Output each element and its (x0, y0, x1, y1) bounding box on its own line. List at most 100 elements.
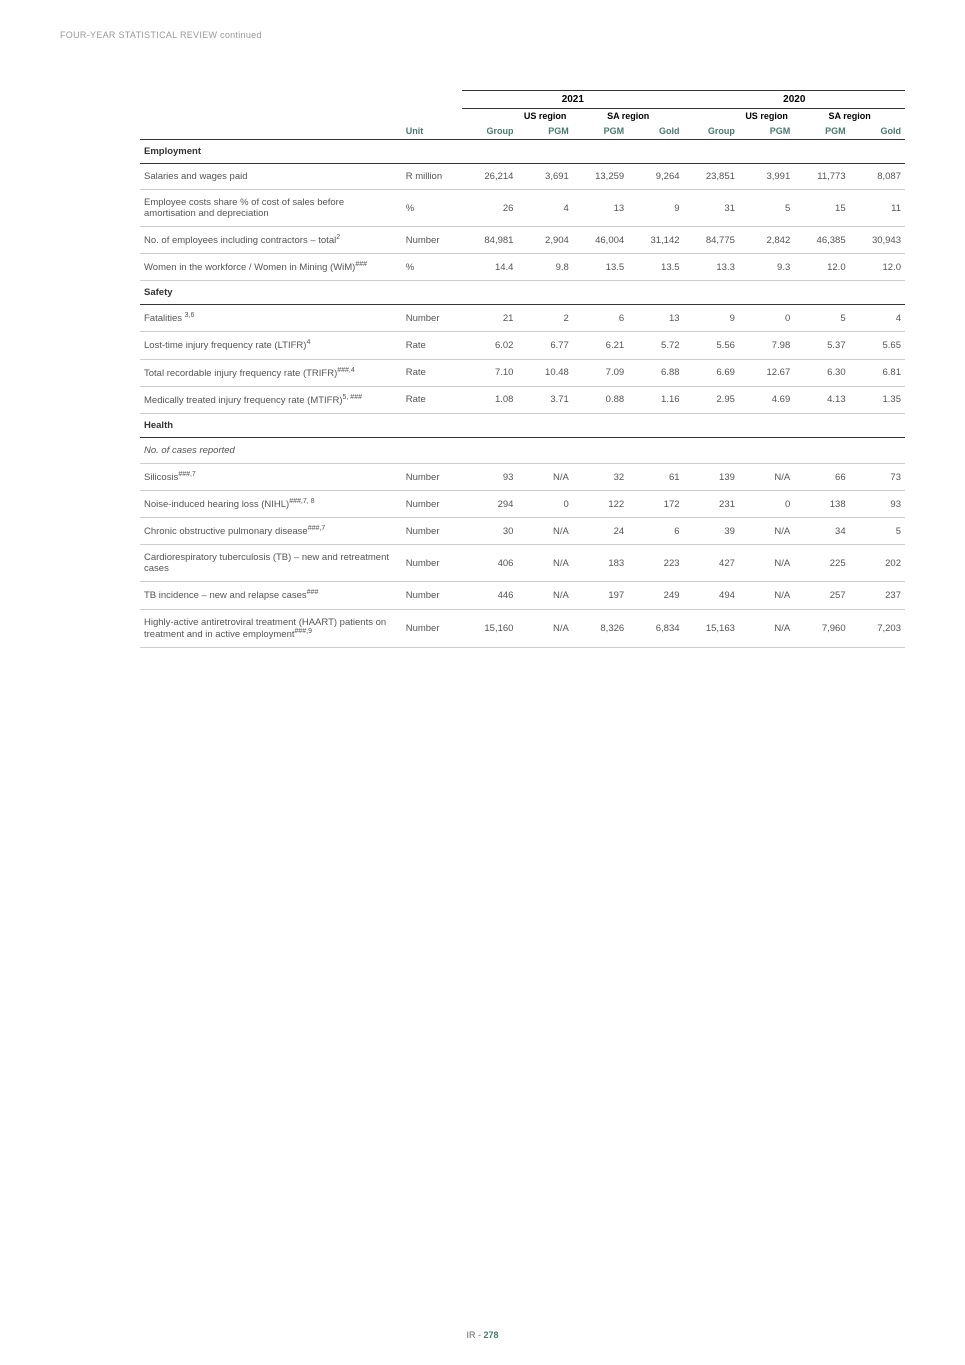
data-cell: 7.10 (462, 359, 517, 386)
data-cell: 21 (462, 305, 517, 332)
data-cell: 6.88 (628, 359, 683, 386)
table-row: Highly-active antiretroviral treatment (… (140, 609, 905, 647)
year-2020-header: 2020 (684, 91, 905, 109)
data-cell: 34 (794, 518, 849, 545)
data-cell: 0.88 (573, 386, 628, 413)
footer-prefix: IR - (466, 1330, 483, 1340)
data-cell: N/A (517, 463, 572, 490)
table-row: No. of employees including contractors –… (140, 227, 905, 254)
year-2021-header: 2021 (462, 91, 683, 109)
data-cell: 11,773 (794, 164, 849, 190)
data-cell: 6.21 (573, 332, 628, 359)
data-cell: 14.4 (462, 254, 517, 281)
table-row: Noise-induced hearing loss (NIHL)###,7, … (140, 491, 905, 518)
data-cell: 3,691 (517, 164, 572, 190)
data-cell: 4.13 (794, 386, 849, 413)
pgm-header-2020: PGM (739, 123, 794, 140)
data-cell: 93 (462, 463, 517, 490)
data-cell (850, 437, 905, 463)
superscript: ###,7 (308, 525, 326, 532)
data-cell: 223 (628, 545, 683, 582)
table-row: No. of cases reported (140, 437, 905, 463)
data-cell: 24 (573, 518, 628, 545)
year-header-row: 2021 2020 (140, 91, 905, 109)
data-cell: 225 (794, 545, 849, 582)
superscript: ###,7 (178, 471, 196, 478)
data-cell: 9.8 (517, 254, 572, 281)
data-cell: 183 (573, 545, 628, 582)
row-unit: Rate (402, 359, 462, 386)
data-cell: 406 (462, 545, 517, 582)
data-cell: 5.72 (628, 332, 683, 359)
data-cell: 9 (628, 190, 683, 227)
data-cell (517, 437, 572, 463)
data-cell: 6,834 (628, 609, 683, 647)
data-cell: 15,160 (462, 609, 517, 647)
page-footer: IR - 278 (0, 1330, 965, 1340)
data-cell: 6.69 (684, 359, 739, 386)
data-cell: 39 (684, 518, 739, 545)
row-label: Highly-active antiretroviral treatment (… (140, 609, 402, 647)
data-cell: 12.0 (850, 254, 905, 281)
data-cell: 6 (573, 305, 628, 332)
data-cell: 5 (850, 518, 905, 545)
row-label: Salaries and wages paid (140, 164, 402, 190)
data-cell: 9 (684, 305, 739, 332)
data-cell: 0 (739, 491, 794, 518)
data-cell: 2.95 (684, 386, 739, 413)
page-number: 278 (483, 1330, 498, 1340)
row-label: Noise-induced hearing loss (NIHL)###,7, … (140, 491, 402, 518)
superscript: 5, ### (343, 394, 362, 401)
data-cell: 3,991 (739, 164, 794, 190)
row-label: Fatalities 3,6 (140, 305, 402, 332)
table-row: Cardiorespiratory tuberculosis (TB) – ne… (140, 545, 905, 582)
sa-region-2020: SA region (794, 109, 905, 124)
data-cell: 4 (517, 190, 572, 227)
row-unit: Number (402, 545, 462, 582)
data-cell (794, 437, 849, 463)
data-cell: 172 (628, 491, 683, 518)
table-row: Medically treated injury frequency rate … (140, 386, 905, 413)
data-cell: 61 (628, 463, 683, 490)
data-cell: N/A (739, 609, 794, 647)
data-cell: 197 (573, 582, 628, 609)
table-row: Silicosis###,7Number93N/A3261139N/A6673 (140, 463, 905, 490)
data-cell: 13.5 (573, 254, 628, 281)
row-label: Chronic obstructive pulmonary disease###… (140, 518, 402, 545)
data-cell: 6.81 (850, 359, 905, 386)
row-label: TB incidence – new and relapse cases### (140, 582, 402, 609)
table-row: Women in the workforce / Women in Mining… (140, 254, 905, 281)
section-header: Safety (140, 281, 905, 305)
row-unit: Number (402, 305, 462, 332)
data-cell: 13.5 (628, 254, 683, 281)
data-cell (628, 437, 683, 463)
data-cell: 5 (794, 305, 849, 332)
row-label: Cardiorespiratory tuberculosis (TB) – ne… (140, 545, 402, 582)
data-cell: 446 (462, 582, 517, 609)
data-cell: 6.30 (794, 359, 849, 386)
data-cell (739, 437, 794, 463)
data-cell: 5.65 (850, 332, 905, 359)
data-cell: 8,326 (573, 609, 628, 647)
data-cell: 46,385 (794, 227, 849, 254)
data-cell: 0 (739, 305, 794, 332)
section-header: Employment (140, 140, 905, 164)
page-header: FOUR-YEAR STATISTICAL REVIEW continued (60, 30, 905, 40)
data-cell: N/A (739, 463, 794, 490)
data-cell: 7,203 (850, 609, 905, 647)
data-cell: 202 (850, 545, 905, 582)
region-header-row: US region SA region US region SA region (140, 109, 905, 124)
row-unit: % (402, 190, 462, 227)
data-cell: 7.98 (739, 332, 794, 359)
data-cell: N/A (517, 518, 572, 545)
group-header-2021: Group (462, 123, 517, 140)
data-cell: 6.02 (462, 332, 517, 359)
data-cell: 6.77 (517, 332, 572, 359)
table-row: TB incidence – new and relapse cases### N… (140, 582, 905, 609)
data-cell: 1.16 (628, 386, 683, 413)
row-label: Employee costs share % of cost of sales … (140, 190, 402, 227)
data-cell: N/A (517, 582, 572, 609)
data-cell: 9,264 (628, 164, 683, 190)
data-cell: 2 (517, 305, 572, 332)
data-cell: 32 (573, 463, 628, 490)
